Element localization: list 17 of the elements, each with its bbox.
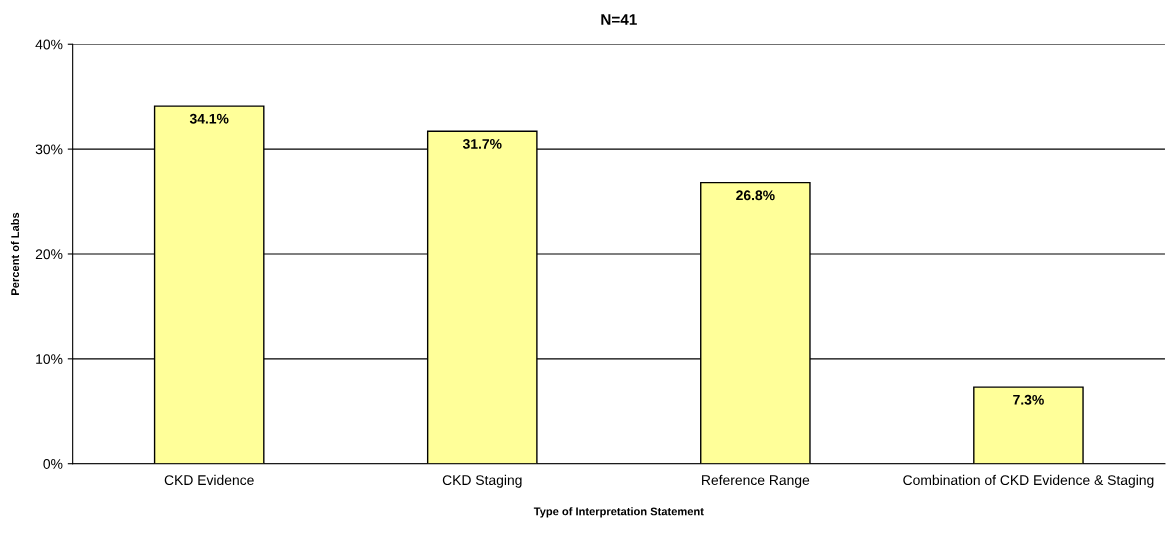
data-label: 31.7% (462, 138, 502, 149)
data-label: 7.3% (1013, 394, 1044, 405)
y-tick-label: 20% (35, 249, 63, 260)
y-tick-label: 40% (35, 39, 63, 50)
x-axis-title: Type of Interpretation Statement (533, 507, 704, 518)
y-tick-label: 30% (35, 144, 63, 155)
x-tick-label: CKD Evidence (164, 474, 254, 486)
x-tick-label: Combination of CKD Evidence & Staging (903, 474, 1154, 488)
data-label: 34.1% (189, 113, 229, 124)
y-axis-title: Percent of Labs (10, 212, 20, 295)
chart-title: N=41 (601, 14, 637, 25)
y-tick-label: 10% (36, 354, 63, 365)
bar (973, 386, 1084, 464)
x-tick-label: CKD Staging (442, 474, 522, 488)
data-label: 26.8% (736, 190, 775, 201)
y-tick-label: 0% (43, 459, 63, 469)
x-tick-label: Reference Range (702, 474, 810, 488)
